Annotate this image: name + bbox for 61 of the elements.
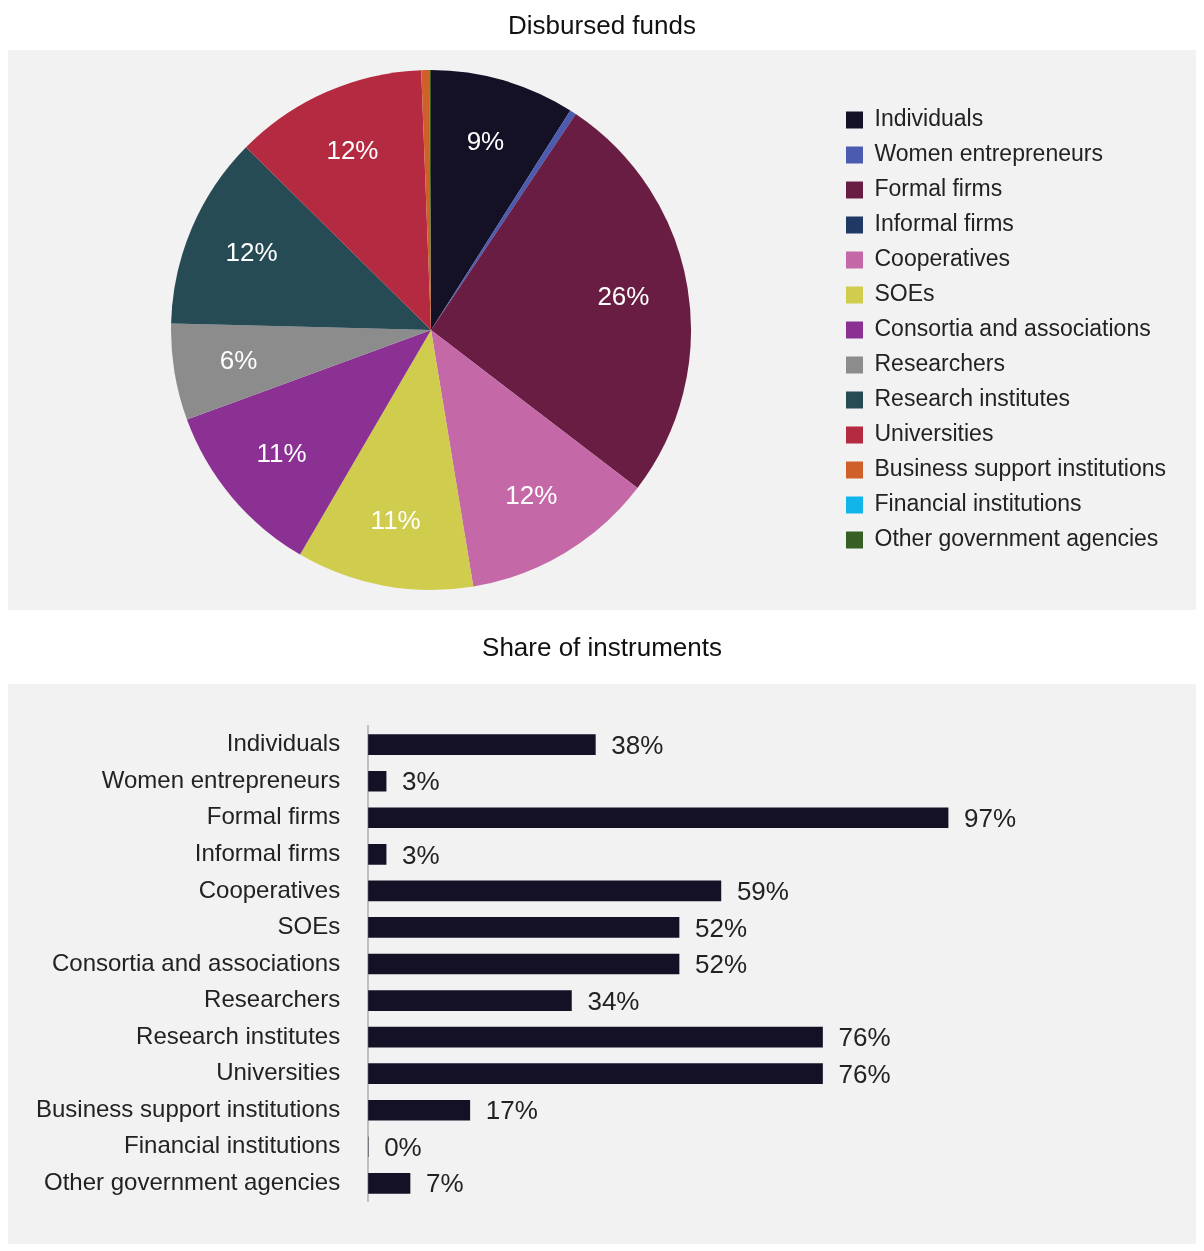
chart-title: Share of instruments: [482, 631, 722, 663]
y-tick-label: Universities: [216, 1058, 341, 1086]
legend-label: Individuals: [874, 105, 984, 132]
bar: [368, 770, 387, 792]
y-tick-label: Informal firms: [194, 838, 341, 866]
data-label: 11%: [256, 438, 307, 469]
bar: [368, 990, 572, 1011]
data-label: 38%: [611, 729, 664, 760]
legend-label: Universities: [874, 420, 994, 447]
data-label: 12%: [326, 134, 379, 165]
bar: [368, 807, 949, 829]
y-tick-label: Individuals: [226, 729, 341, 757]
bar: [368, 880, 722, 902]
y-tick-label: Women entrepreneurs: [101, 765, 341, 793]
bar: [368, 953, 680, 975]
legend-label: Cooperatives: [874, 245, 1011, 272]
legend-label: SOEs: [874, 280, 935, 307]
legend-label: Research institutes: [874, 385, 1071, 412]
y-tick-label: Consortia and associations: [51, 948, 341, 976]
legend-label: Business support institutions: [874, 455, 1167, 482]
bar: [368, 1063, 823, 1084]
legend-label: Financial institutions: [874, 490, 1082, 517]
data-label: 7%: [426, 1168, 464, 1199]
data-label: 76%: [838, 1058, 891, 1089]
legend-label: Women entrepreneurs: [874, 140, 1103, 167]
legend-label: Consortia and associations: [874, 315, 1151, 342]
y-tick-label: Formal firms: [206, 802, 341, 830]
bar: [368, 844, 387, 865]
data-label: 3%: [402, 839, 440, 870]
y-tick-label: Business support institutions: [35, 1094, 341, 1122]
legend-label: Formal firms: [874, 175, 1003, 202]
y-tick-label: Research institutes: [136, 1021, 341, 1049]
data-label: 52%: [695, 949, 748, 980]
data-label: 11%: [370, 504, 421, 535]
y-tick-label: Cooperatives: [198, 875, 341, 903]
data-label: 9%: [466, 125, 505, 156]
bar: [368, 734, 596, 756]
legend-label: Researchers: [874, 350, 1005, 377]
data-label: 26%: [597, 281, 650, 312]
data-label: 59%: [736, 876, 789, 907]
bar: [368, 1099, 471, 1121]
data-label: 12%: [505, 480, 558, 511]
data-label: 97%: [964, 802, 1017, 833]
y-tick-label: Financial institutions: [124, 1131, 341, 1159]
y-tick-label: Other government agencies: [43, 1167, 341, 1195]
data-label: 6%: [219, 344, 258, 375]
y-tick-label: Researchers: [204, 985, 341, 1013]
data-label: 52%: [695, 912, 748, 943]
data-label: 3%: [402, 766, 440, 797]
chart-title: Disbursed funds: [508, 9, 696, 41]
data-label: 34%: [587, 985, 640, 1016]
bar: [368, 917, 680, 938]
legend-label: Other government agencies: [874, 525, 1159, 552]
y-tick-label: SOEs: [277, 912, 341, 940]
data-label: 12%: [225, 236, 278, 267]
data-label: 0%: [384, 1131, 422, 1162]
legend-label: Informal firms: [874, 210, 1014, 237]
data-label: 76%: [838, 1022, 891, 1053]
data-label: 17%: [485, 1095, 538, 1126]
bar: [368, 1172, 411, 1194]
bar: [368, 1026, 823, 1048]
